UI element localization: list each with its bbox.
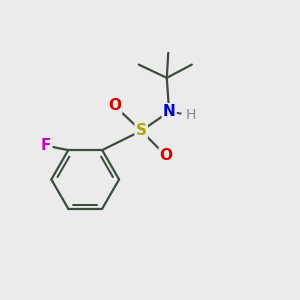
Text: S: S <box>136 123 147 138</box>
Text: O: O <box>160 148 173 164</box>
Text: O: O <box>108 98 121 113</box>
Text: N: N <box>163 104 175 119</box>
Text: H: H <box>186 108 196 122</box>
Text: F: F <box>41 138 51 153</box>
